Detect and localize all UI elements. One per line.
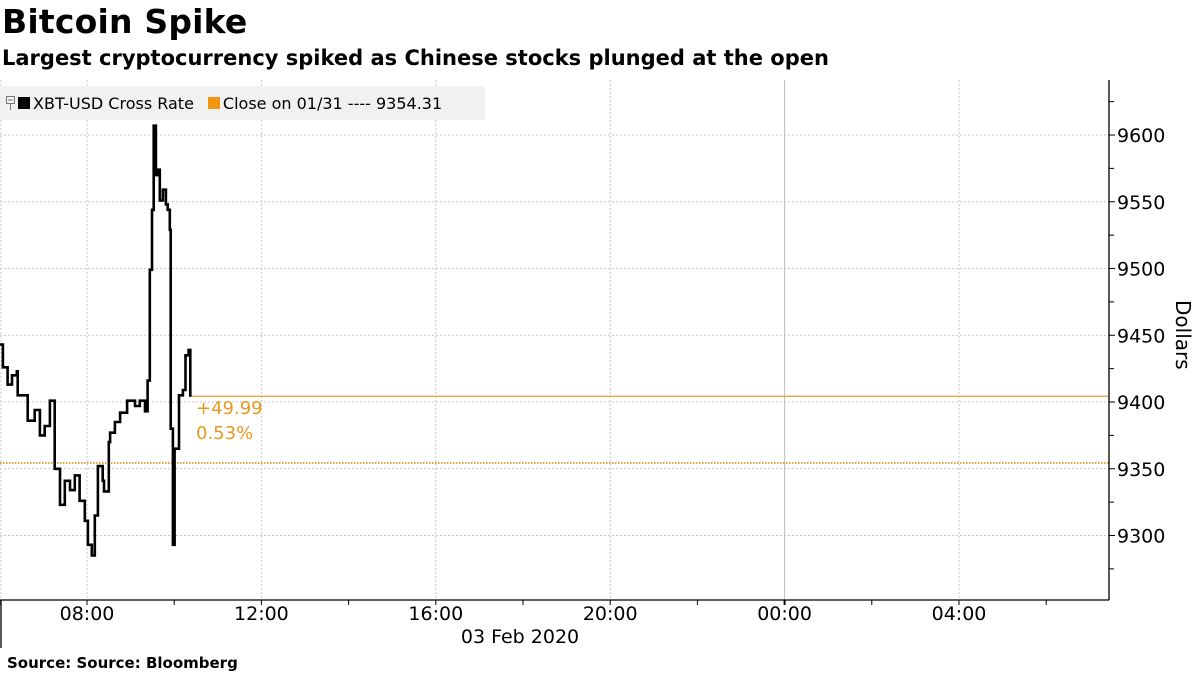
y-tick-label: 9550 xyxy=(1117,192,1165,214)
legend-collapse-icon[interactable] xyxy=(6,96,15,110)
legend-item-xbt-usd[interactable]: XBT-USD Cross Rate xyxy=(18,94,194,113)
y-tick-label: 9600 xyxy=(1117,125,1165,147)
legend-label: XBT-USD Cross Rate xyxy=(33,93,194,113)
x-tick-label: 16:00 xyxy=(408,603,463,625)
black-square-icon xyxy=(18,97,30,109)
y-tick-label: 9400 xyxy=(1117,392,1165,414)
chart-title: Bitcoin Spike xyxy=(2,2,248,41)
x-tick-label: 20:00 xyxy=(583,603,638,625)
y-axis-title: Dollars xyxy=(1171,300,1195,370)
chart-subtitle: Largest cryptocurrency spiked as Chinese… xyxy=(2,46,829,70)
x-tick-label: 12:00 xyxy=(234,603,289,625)
y-tick-label: 9300 xyxy=(1117,526,1165,548)
gridlines xyxy=(0,80,1109,600)
series-line-xbt-usd xyxy=(0,124,192,557)
x-tick-label: 04:00 xyxy=(932,603,987,625)
y-tick-label: 9450 xyxy=(1117,325,1165,347)
y-tick-label: 9500 xyxy=(1117,259,1165,281)
legend-item-close-reference[interactable]: Close on 01/31 ---- 9354.31 xyxy=(207,93,443,113)
change-annotation: +49.99 xyxy=(196,398,263,419)
percent-annotation: 0.53% xyxy=(196,423,254,444)
orange-square-icon xyxy=(207,97,220,109)
legend-label: Close on 01/31 ---- 9354.31 xyxy=(222,93,443,113)
y-tick-label: 9350 xyxy=(1117,459,1165,481)
x-tick-label: 00:00 xyxy=(757,603,812,625)
chart-legend: XBT-USD Cross Rate Close on 01/31 ---- 9… xyxy=(0,86,485,120)
x-tick-label: 08:00 xyxy=(60,603,115,625)
x-axis-date-label: 03 Feb 2020 xyxy=(461,626,579,648)
source-note: Source: Source: Bloomberg xyxy=(7,654,238,672)
